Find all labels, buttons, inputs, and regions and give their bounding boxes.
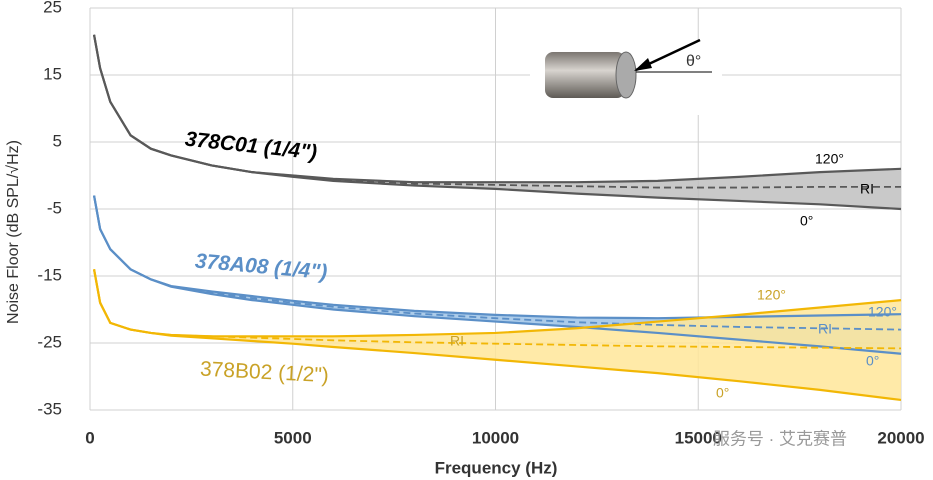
series-label: 120° bbox=[815, 151, 844, 167]
series-line bbox=[92, 195, 902, 355]
y-tick-label: 15 bbox=[43, 64, 62, 83]
series-line bbox=[93, 34, 901, 189]
y-tick-label: 25 bbox=[43, 0, 62, 16]
series-label: 120° bbox=[757, 287, 786, 303]
angle-label: θ° bbox=[686, 53, 701, 70]
series-line bbox=[93, 195, 902, 331]
x-tick-label: 15000 bbox=[675, 428, 722, 447]
sensor-grille bbox=[615, 51, 637, 99]
series-label: RI bbox=[818, 321, 832, 337]
y-tick-label: -15 bbox=[37, 265, 62, 284]
range-band bbox=[94, 34, 902, 209]
range-band bbox=[94, 269, 902, 400]
sensor-body bbox=[545, 52, 625, 98]
y-axis-label: Noise Floor (dB SPL/√Hz) bbox=[5, 140, 22, 324]
sensor-illustration: θ° bbox=[530, 38, 722, 115]
series-label: RI bbox=[860, 181, 874, 197]
y-tick-label: -5 bbox=[47, 198, 62, 217]
x-tick-label: 20000 bbox=[877, 428, 924, 447]
arrow-head bbox=[634, 58, 652, 71]
watermark: 服务号 · 艾克赛普 bbox=[713, 428, 847, 448]
plot-area: -35 -25 -15 -5 5 15 25 0 5000 10000 15000 20000 bbox=[37, 0, 924, 447]
y-tick-label: -35 bbox=[37, 399, 62, 418]
series-line bbox=[92, 34, 902, 211]
x-tick-label: 10000 bbox=[472, 428, 519, 447]
series-label: 0° bbox=[800, 213, 813, 229]
x-tick-label: 5000 bbox=[274, 428, 312, 447]
x-axis-label: Frequency (Hz) bbox=[435, 458, 558, 477]
series-line bbox=[92, 269, 902, 402]
x-tick-label: 0 bbox=[85, 428, 94, 447]
series-label: RI bbox=[450, 333, 464, 349]
series-label: 120° bbox=[868, 304, 897, 320]
series-label: 0° bbox=[716, 385, 729, 401]
series-label: 0° bbox=[866, 353, 879, 369]
y-tick-label: 5 bbox=[53, 131, 62, 150]
y-tick-label: -25 bbox=[37, 332, 62, 351]
